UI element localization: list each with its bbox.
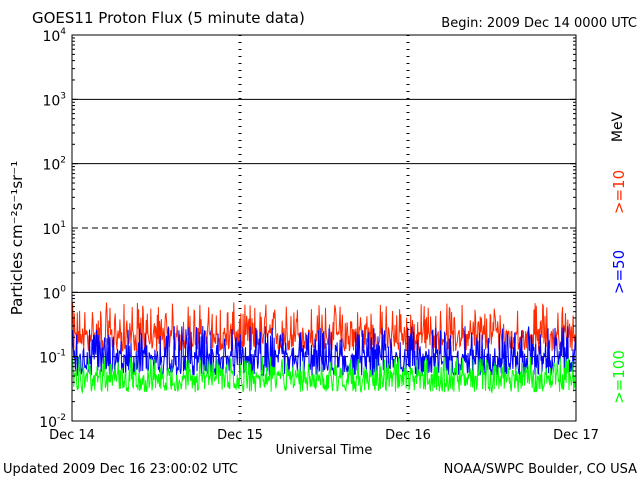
y-tick-label: 101 [42, 220, 66, 238]
series-line-2 [71, 356, 577, 395]
credit-label: NOAA/SWPC Boulder, CO USA [444, 462, 637, 477]
x-tick-label: Dec 17 [553, 428, 599, 443]
x-tick-label: Dec 15 [217, 428, 263, 443]
begin-label: Begin: 2009 Dec 14 0000 UTC [441, 16, 637, 31]
chart-title: GOES11 Proton Flux (5 minute data) [32, 9, 305, 27]
y-tick-label: 104 [42, 27, 66, 45]
legend: >=10 >=50 >=100 [610, 170, 628, 404]
x-tick-label: Dec 16 [385, 428, 431, 443]
x-tick-label: Dec 14 [49, 428, 95, 443]
x-tick-layer: Dec 14 Dec 15 Dec 16 Dec 17 [49, 428, 599, 443]
legend-label-2: >=100 [610, 350, 628, 404]
y-tick-label: 102 [42, 156, 66, 174]
y-tick-label: 100 [42, 284, 66, 302]
series-layer [71, 302, 577, 395]
unit-label: MeV [610, 111, 626, 142]
legend-label-1: >=50 [610, 250, 628, 294]
y-tick-label: 103 [42, 91, 66, 109]
updated-label: Updated 2009 Dec 16 23:00:02 UTC [3, 462, 238, 477]
y-tick-label: 10-2 [39, 413, 66, 431]
legend-label-0: >=10 [610, 170, 628, 214]
y-tick-layer: 104 103 102 101 100 10-1 10-2 [39, 27, 576, 431]
series-line-1 [71, 325, 577, 378]
y-axis-label: Particles cm⁻²s⁻¹sr⁻¹ [8, 161, 26, 315]
y-tick-label: 10-1 [39, 349, 66, 367]
x-axis-label: Universal Time [276, 443, 373, 458]
